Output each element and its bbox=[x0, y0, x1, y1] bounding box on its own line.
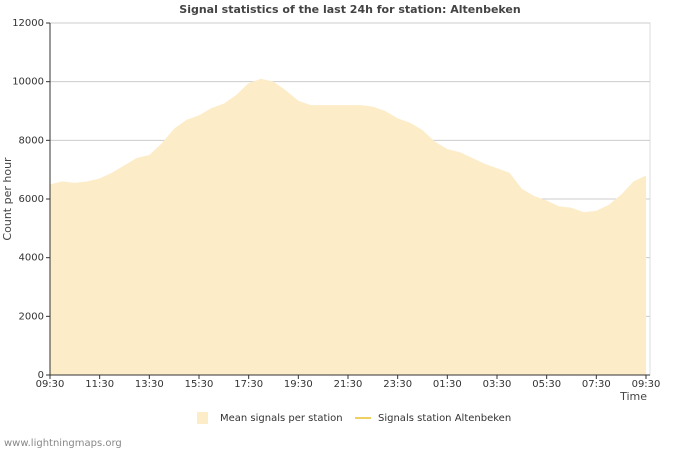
y-tick-label: 6000 bbox=[19, 194, 44, 205]
footer: www.lightningmaps.org bbox=[4, 438, 122, 449]
x-tick-label: 05:30 bbox=[532, 379, 561, 390]
y-tick-label: 2000 bbox=[19, 311, 44, 322]
x-tick-label: 21:30 bbox=[334, 379, 363, 390]
y-tick-label: 12000 bbox=[12, 18, 44, 29]
legend-label: Mean signals per station bbox=[220, 413, 343, 424]
y-axis-title: Count per hour bbox=[1, 157, 14, 241]
x-tick-label: 09:30 bbox=[632, 379, 661, 390]
x-tick-label: 17:30 bbox=[234, 379, 263, 390]
x-tick-label: 15:30 bbox=[185, 379, 214, 390]
x-tick-label: 03:30 bbox=[483, 379, 512, 390]
y-tick-label: 8000 bbox=[19, 135, 44, 146]
y-tick-label: 4000 bbox=[19, 253, 44, 264]
y-tick-label: 10000 bbox=[12, 77, 44, 88]
x-tick-label: 13:30 bbox=[135, 379, 164, 390]
area bbox=[50, 78, 646, 375]
y-tick-label: 0 bbox=[38, 370, 44, 381]
x-tick-label: 11:30 bbox=[85, 379, 114, 390]
chart-title: Signal statistics of the last 24h for st… bbox=[179, 3, 520, 16]
legend-swatch bbox=[197, 412, 208, 424]
x-tick-label: 23:30 bbox=[383, 379, 412, 390]
legend-label: Signals station Altenbeken bbox=[378, 413, 511, 424]
x-tick-label: 01:30 bbox=[433, 379, 462, 390]
x-axis-title: Time bbox=[619, 390, 647, 403]
x-tick-label: 09:30 bbox=[36, 379, 65, 390]
x-tick-label: 19:30 bbox=[284, 379, 313, 390]
x-tick-label: 07:30 bbox=[582, 379, 611, 390]
